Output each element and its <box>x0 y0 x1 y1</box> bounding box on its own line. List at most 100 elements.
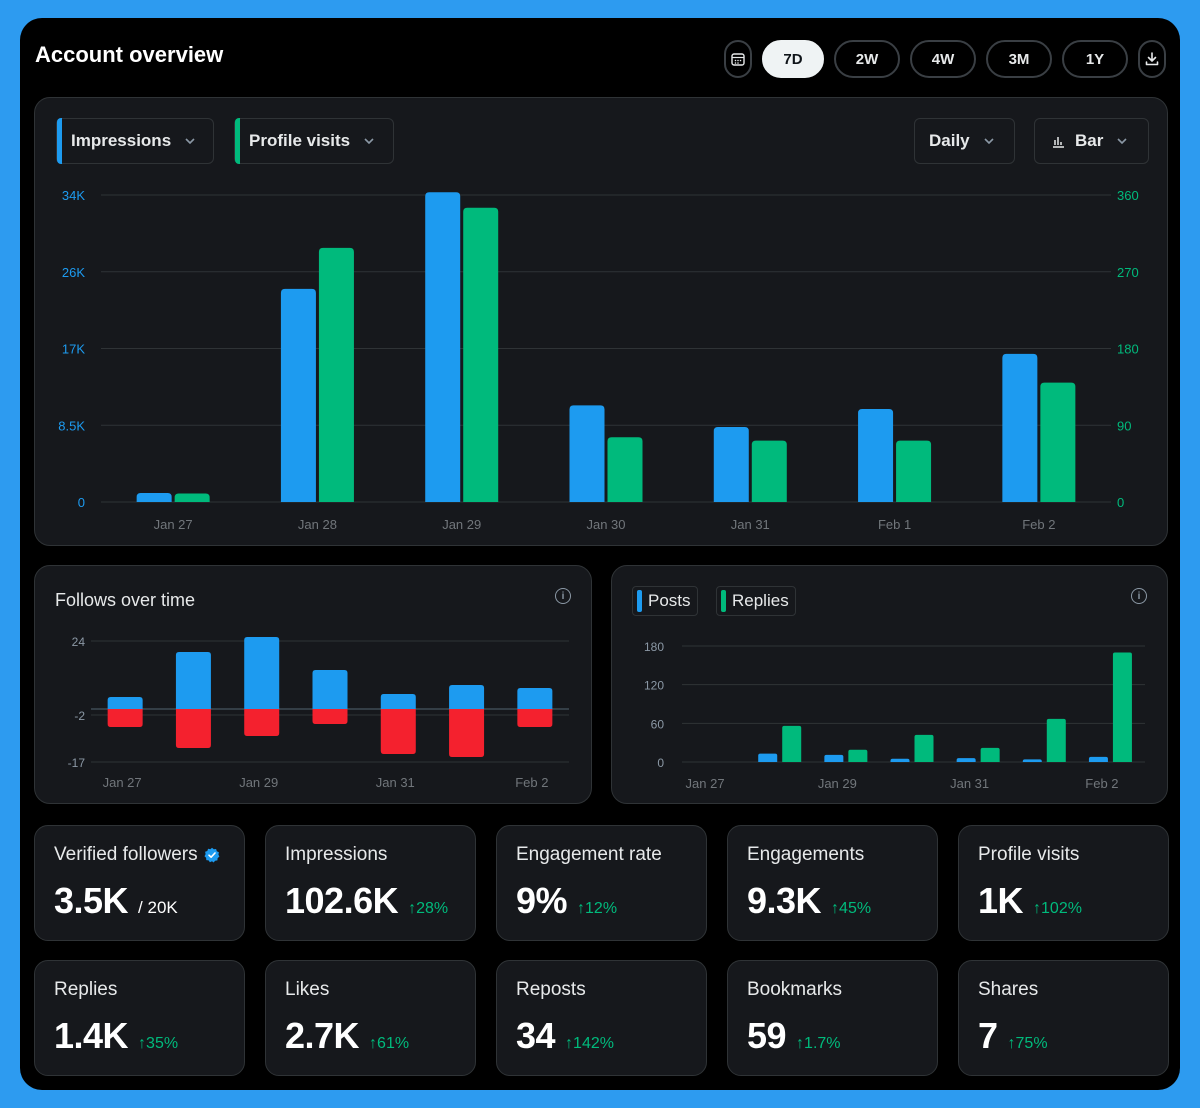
bar-follows-lost <box>449 709 485 757</box>
legend-posts-label: Posts <box>648 591 691 610</box>
bar-replies <box>980 747 1000 762</box>
range-1y-button[interactable]: 1Y <box>1062 40 1128 78</box>
main-bar-chart: 0 0 8.5K 90 17K 180 26K 270 34K 360 Jan 27 Jan 28 Ja… <box>58 188 1138 532</box>
stat-value: 34 <box>516 1015 556 1056</box>
posts-swatch <box>637 590 642 612</box>
info-icon[interactable]: i <box>1131 588 1147 604</box>
bar-replies <box>782 725 802 762</box>
bar-profile-visits <box>318 247 354 502</box>
y-tick-label: 180 <box>644 640 664 654</box>
bar-posts <box>1088 756 1108 762</box>
stat-delta: ↑142% <box>565 1035 614 1053</box>
replies-swatch <box>721 590 726 612</box>
download-icon <box>1145 52 1159 66</box>
bar-posts <box>890 758 910 762</box>
range-4w-button[interactable]: 4W <box>910 40 976 78</box>
bar-follows-gained <box>175 652 211 709</box>
stat-label-text: Replies <box>54 979 118 1000</box>
stat-label-text: Profile visits <box>978 844 1080 865</box>
bar-follows-lost <box>380 709 416 754</box>
stat-card[interactable]: Engagement rate 9% ↑12% <box>496 825 707 941</box>
legend-replies[interactable]: Replies <box>716 586 796 616</box>
legend-posts[interactable]: Posts <box>632 586 698 616</box>
follows-bar-chart: 24 -2 -17 Jan 27 Jan 29 Jan 31 Feb 2 <box>68 635 569 790</box>
bar-replies <box>914 734 934 762</box>
stat-card[interactable]: Bookmarks 59 ↑1.7% <box>727 960 938 1076</box>
stat-value-row: 102.6K ↑28% <box>285 880 448 922</box>
bar-impressions <box>280 288 316 502</box>
arrow-up-icon: ↑ <box>138 1035 147 1052</box>
x-tick-label: Jan 29 <box>239 775 278 790</box>
posts-replies-bar-chart: 180 120 60 0 Jan 27 Jan 29 Jan 31 Feb 2 <box>644 640 1145 791</box>
stat-card[interactable]: Impressions 102.6K ↑28% <box>265 825 476 941</box>
stat-label: Bookmarks <box>747 979 842 1001</box>
stat-delta: ↑35% <box>138 1035 178 1053</box>
metric-b-dropdown[interactable]: Profile visits <box>234 118 394 164</box>
stat-card[interactable]: Engagements 9.3K ↑45% <box>727 825 938 941</box>
stat-value-row: 1K ↑102% <box>978 880 1082 922</box>
chart-type-dropdown[interactable]: Bar <box>1034 118 1149 164</box>
download-button[interactable] <box>1138 40 1166 78</box>
bar-follows-lost <box>107 709 143 727</box>
stat-delta: ↑12% <box>577 900 617 918</box>
arrow-up-icon: ↑ <box>577 900 586 917</box>
x-tick-label: Feb 2 <box>515 775 548 790</box>
x-tick-label: Jan 31 <box>376 775 415 790</box>
stat-card[interactable]: Profile visits 1K ↑102% <box>958 825 1169 941</box>
date-range-selector: 7D 2W 4W 3M 1Y <box>724 40 1166 78</box>
stat-value: 9% <box>516 880 568 921</box>
x-tick-label: Jan 27 <box>103 775 142 790</box>
stat-delta-text: 61% <box>377 1035 410 1052</box>
calendar-button[interactable] <box>724 40 752 78</box>
bar-impressions <box>136 492 172 502</box>
bar-follows-gained <box>380 694 416 709</box>
x-tick-label: Feb 2 <box>1022 517 1055 532</box>
stat-delta: ↑102% <box>1033 900 1082 918</box>
stat-card[interactable]: Shares 7 ↑75% <box>958 960 1169 1076</box>
stat-delta-text: 102% <box>1041 900 1082 917</box>
stat-card[interactable]: Replies 1.4K ↑35% <box>34 960 245 1076</box>
metric-b-label: Profile visits <box>249 131 351 150</box>
y-left-tick-label: 8.5K <box>58 418 85 433</box>
bar-impressions <box>569 405 605 502</box>
stat-card[interactable]: Likes 2.7K ↑61% <box>265 960 476 1076</box>
bar-profile-visits <box>1040 382 1076 502</box>
bar-follows-gained <box>244 637 280 709</box>
bar-impressions <box>858 408 894 502</box>
metric-b-color-bar <box>235 118 240 164</box>
y-right-tick-label: 0 <box>1117 495 1124 510</box>
interval-dropdown[interactable]: Daily <box>914 118 1015 164</box>
bar-profile-visits <box>463 207 499 502</box>
y-tick-label: 0 <box>657 756 664 770</box>
interval-label: Daily <box>929 131 970 150</box>
bar-chart-icon <box>1051 134 1065 148</box>
stat-value: 102.6K <box>285 880 399 921</box>
stat-value: 7 <box>978 1015 998 1056</box>
arrow-up-icon: ↑ <box>796 1035 805 1052</box>
y-tick-label: 120 <box>644 679 664 693</box>
metric-a-label: Impressions <box>71 131 172 150</box>
stat-label: Impressions <box>285 844 387 866</box>
metric-a-dropdown[interactable]: Impressions <box>56 118 214 164</box>
bar-replies <box>848 749 868 762</box>
range-2w-button[interactable]: 2W <box>834 40 900 78</box>
y-left-tick-label: 34K <box>62 188 85 203</box>
bar-follows-gained <box>107 697 143 709</box>
range-7d-button[interactable]: 7D <box>762 40 824 78</box>
range-3m-button[interactable]: 3M <box>986 40 1052 78</box>
stat-label-text: Impressions <box>285 844 388 865</box>
stat-label: Reposts <box>516 979 586 1001</box>
bar-posts <box>1022 759 1042 762</box>
chart-type-label: Bar <box>1075 131 1104 150</box>
y-tick-label: -2 <box>74 709 85 723</box>
stat-card[interactable]: Verified followers 3.5K / 20K <box>34 825 245 941</box>
info-icon[interactable]: i <box>555 588 571 604</box>
x-tick-label: Jan 31 <box>950 776 989 791</box>
stat-delta: ↑75% <box>1008 1035 1048 1053</box>
chevron-down-icon <box>1115 134 1129 148</box>
stat-card[interactable]: Reposts 34 ↑142% <box>496 960 707 1076</box>
stat-label: Replies <box>54 979 117 1001</box>
bar-profile-visits <box>751 440 787 502</box>
metric-a-color-bar <box>57 118 62 164</box>
bar-impressions <box>425 192 461 502</box>
